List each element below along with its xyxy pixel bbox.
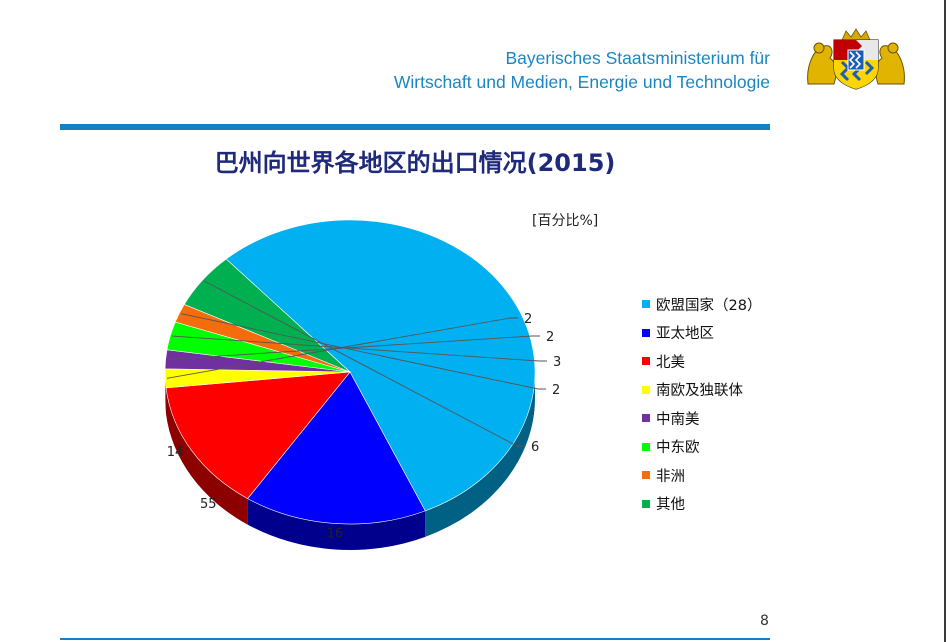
pie-side-2 [166, 387, 248, 525]
page-number: 8 [760, 613, 769, 629]
header-divider [60, 124, 770, 130]
legend-label: 非洲 [656, 468, 685, 485]
data-label-0: 55 [200, 497, 217, 512]
leader-line-4 [167, 335, 540, 360]
bavarian-coat-of-arms-icon [807, 28, 905, 90]
data-label-7: 6 [531, 440, 539, 455]
legend-swatch [642, 471, 650, 480]
legend-label: 北美 [656, 354, 685, 371]
data-label-3: 2 [524, 312, 532, 327]
chart-legend: 欧盟国家（28） 亚太地区北美南欧及独联体 中南美中东欧非洲其他 [642, 290, 761, 518]
legend-label: 南欧及独联体 [656, 383, 743, 400]
pie-side-1 [247, 498, 426, 550]
legend-item: 其他 [642, 490, 761, 519]
data-label-5: 3 [553, 355, 561, 370]
unit-label: [百分比%] [532, 213, 599, 229]
chart-title: 巴州向世界各地区的出口情况(2015) [214, 149, 616, 177]
legend-swatch [642, 328, 650, 337]
legend-label: 亚太地区 [656, 326, 714, 343]
legend-item: 南欧及独联体 [642, 376, 761, 405]
legend-swatch [642, 357, 650, 366]
data-label-2: 14 [167, 445, 184, 460]
leader-line-7 [203, 280, 525, 447]
legend-label: 其他 [656, 497, 685, 514]
pie-slice-7 [183, 258, 351, 373]
legend-item: 非洲 [642, 461, 761, 490]
data-label-1: 16 [327, 527, 344, 542]
footer-divider [60, 638, 770, 640]
legend-swatch [642, 499, 650, 508]
legend-item: 北美 [642, 347, 761, 376]
legend-item: 欧盟国家（28） [642, 290, 761, 319]
ministry-name-line2: Wirtschaft und Medien, Energie und Techn… [393, 72, 770, 92]
legend-item: 中南美 [642, 404, 761, 433]
data-label-4: 2 [546, 330, 554, 345]
leader-line-5 [172, 335, 547, 362]
ministry-name-line1: Bayerisches Staatsministerium für [505, 48, 770, 68]
legend-swatch [642, 385, 650, 394]
pie-slice-2 [165, 371, 351, 499]
pie-slice-0 [225, 219, 536, 512]
leader-line-3 [166, 317, 518, 379]
pie-slice-1 [247, 371, 426, 525]
pie-side-0 [425, 372, 535, 537]
pie-slices [164, 219, 536, 525]
legend-label: 中东欧 [656, 440, 700, 457]
data-label-6: 2 [552, 383, 560, 398]
legend-item: 中东欧 [642, 433, 761, 462]
legend-swatch [642, 414, 650, 423]
leader-line-6 [181, 313, 546, 390]
legend-item: 亚太地区 [642, 319, 761, 348]
legend-swatch [642, 300, 650, 309]
legend-label: 欧盟国家（28） [656, 297, 762, 314]
ministry-name: Bayerisches Staatsministerium für Wirtsc… [394, 46, 770, 94]
legend-label: 中南美 [656, 411, 700, 428]
slide-edge [944, 0, 946, 642]
legend-swatch [642, 442, 650, 451]
